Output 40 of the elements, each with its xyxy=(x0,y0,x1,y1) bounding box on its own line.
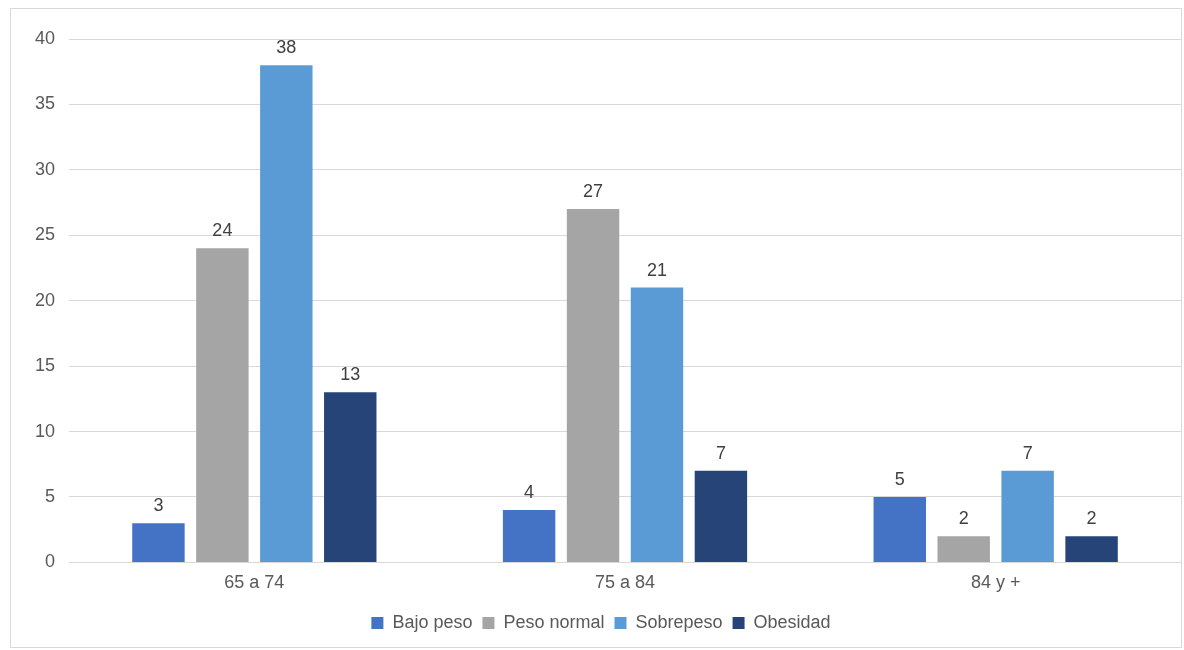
y-tick-label: 35 xyxy=(34,93,56,114)
data-label: 24 xyxy=(212,220,233,241)
bar xyxy=(566,209,620,562)
y-tick-label: 5 xyxy=(45,485,56,506)
data-label: 21 xyxy=(646,259,667,280)
bar xyxy=(694,470,748,562)
data-label: 5 xyxy=(894,468,905,489)
y-tick-label: 0 xyxy=(45,551,56,572)
data-label: 2 xyxy=(958,508,969,529)
data-label: 2 xyxy=(1086,508,1097,529)
bar xyxy=(630,287,684,562)
bar xyxy=(132,523,185,562)
bar xyxy=(260,65,313,562)
bar xyxy=(937,536,990,562)
data-label: 4 xyxy=(524,482,535,503)
legend-label: Sobrepeso xyxy=(635,611,723,632)
y-tick-label: 25 xyxy=(34,224,56,245)
bar xyxy=(196,248,249,562)
bar xyxy=(1065,536,1118,562)
data-label: 7 xyxy=(715,442,726,463)
data-label: 3 xyxy=(153,495,164,516)
bar xyxy=(502,510,556,562)
data-label: 7 xyxy=(1022,442,1033,463)
x-tick-label: 65 a 74 xyxy=(224,572,285,593)
y-tick-label: 15 xyxy=(34,355,56,376)
bar xyxy=(873,496,926,562)
legend-label: Obesidad xyxy=(753,611,831,632)
y-tick-label: 20 xyxy=(34,289,56,310)
y-tick-label: 30 xyxy=(34,158,56,179)
bar xyxy=(1001,470,1054,562)
bar xyxy=(324,392,377,562)
legend-label: Bajo peso xyxy=(392,611,473,632)
data-label: 13 xyxy=(340,364,361,385)
y-tick-label: 10 xyxy=(34,420,56,441)
legend-label: Peso normal xyxy=(503,611,605,632)
x-tick-label: 84 y + xyxy=(970,572,1021,593)
y-tick-label: 40 xyxy=(34,27,56,48)
x-tick-label: 75 a 84 xyxy=(594,572,656,593)
data-label: 27 xyxy=(583,181,604,202)
data-label: 38 xyxy=(276,37,297,58)
